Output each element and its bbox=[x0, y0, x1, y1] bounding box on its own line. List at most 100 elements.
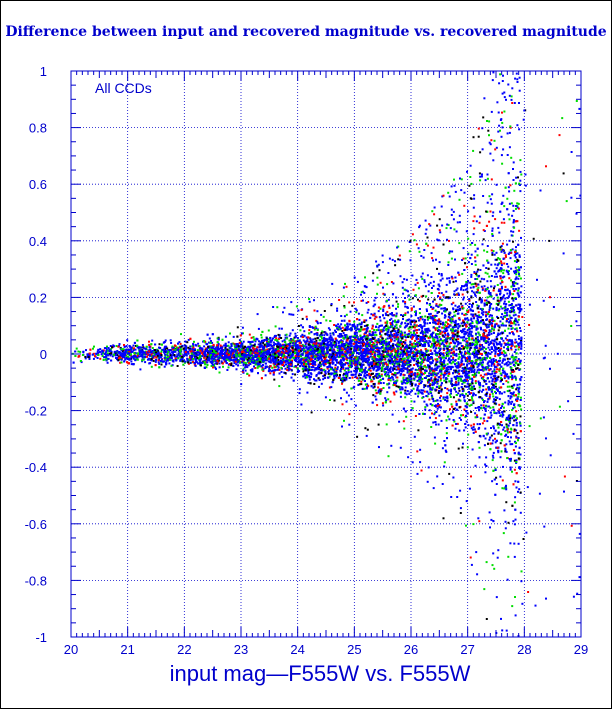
data-point bbox=[245, 356, 248, 359]
data-point bbox=[187, 346, 190, 349]
data-point bbox=[380, 360, 383, 363]
data-point bbox=[501, 413, 504, 416]
data-point bbox=[463, 370, 466, 372]
data-point bbox=[479, 269, 482, 271]
data-point bbox=[515, 429, 518, 432]
data-point bbox=[413, 378, 416, 381]
data-point bbox=[456, 422, 459, 425]
data-point bbox=[491, 322, 494, 325]
data-point bbox=[422, 396, 425, 398]
data-point bbox=[458, 335, 461, 338]
data-point bbox=[497, 332, 500, 335]
data-point bbox=[508, 357, 511, 360]
data-point bbox=[337, 323, 340, 326]
data-point bbox=[504, 289, 507, 292]
data-point bbox=[438, 339, 441, 342]
data-point bbox=[260, 348, 263, 351]
data-point bbox=[81, 354, 84, 356]
data-point bbox=[473, 355, 476, 358]
data-point bbox=[452, 307, 455, 310]
data-point bbox=[417, 392, 420, 395]
data-point bbox=[515, 271, 517, 274]
data-point bbox=[423, 358, 426, 361]
data-point bbox=[518, 274, 521, 277]
data-point bbox=[389, 377, 392, 380]
data-point bbox=[474, 260, 477, 263]
data-point bbox=[361, 336, 364, 339]
data-point bbox=[160, 350, 163, 353]
data-point bbox=[464, 426, 467, 429]
data-point bbox=[389, 366, 392, 369]
data-point bbox=[387, 371, 390, 374]
data-point bbox=[417, 337, 420, 340]
data-point bbox=[515, 436, 518, 439]
data-point bbox=[281, 361, 284, 364]
data-point bbox=[382, 377, 385, 380]
data-point bbox=[404, 322, 407, 325]
data-point bbox=[286, 365, 289, 368]
data-point bbox=[314, 379, 317, 382]
data-point bbox=[420, 365, 423, 368]
data-point bbox=[345, 326, 348, 328]
data-point bbox=[249, 358, 252, 361]
data-point bbox=[399, 339, 402, 342]
data-point bbox=[429, 333, 432, 336]
data-point bbox=[244, 369, 247, 372]
data-point bbox=[455, 340, 458, 343]
data-point bbox=[318, 366, 321, 369]
data-point bbox=[164, 350, 167, 353]
data-point bbox=[425, 308, 428, 311]
data-point bbox=[380, 343, 383, 345]
data-point bbox=[389, 367, 392, 370]
data-point bbox=[320, 363, 322, 366]
data-point bbox=[452, 356, 455, 359]
data-point bbox=[496, 378, 499, 381]
data-point bbox=[414, 329, 417, 332]
data-point bbox=[170, 364, 173, 367]
data-point bbox=[469, 325, 472, 327]
data-point bbox=[426, 379, 429, 382]
data-point bbox=[254, 367, 257, 369]
data-point bbox=[490, 358, 493, 361]
data-point bbox=[468, 338, 471, 341]
data-point bbox=[446, 363, 449, 366]
data-point bbox=[377, 368, 380, 371]
data-point bbox=[496, 343, 498, 346]
data-point bbox=[275, 334, 277, 337]
data-point bbox=[452, 396, 455, 399]
data-point bbox=[379, 382, 382, 385]
data-point bbox=[479, 369, 482, 371]
data-point bbox=[350, 356, 353, 359]
data-point bbox=[326, 344, 329, 347]
data-point bbox=[471, 385, 474, 388]
data-point bbox=[265, 345, 267, 348]
data-point bbox=[493, 328, 495, 331]
data-point bbox=[441, 326, 444, 329]
data-point bbox=[502, 353, 505, 356]
data-point bbox=[434, 358, 437, 361]
data-point bbox=[330, 336, 333, 339]
data-point bbox=[495, 359, 497, 362]
data-point bbox=[508, 389, 511, 392]
data-point bbox=[374, 360, 377, 363]
data-point bbox=[507, 295, 510, 298]
data-point bbox=[308, 378, 311, 381]
data-point bbox=[389, 312, 392, 315]
data-point bbox=[482, 375, 485, 378]
data-point bbox=[504, 434, 507, 437]
data-point bbox=[503, 346, 505, 349]
data-point bbox=[517, 176, 519, 179]
data-point bbox=[370, 313, 373, 316]
data-point bbox=[84, 355, 87, 358]
data-point bbox=[515, 261, 518, 263]
data-point bbox=[328, 375, 331, 378]
data-point bbox=[452, 328, 455, 331]
data-point bbox=[491, 370, 494, 373]
data-point bbox=[472, 313, 475, 316]
data-point bbox=[455, 366, 458, 369]
data-point bbox=[517, 335, 520, 338]
data-point bbox=[430, 369, 433, 372]
data-point bbox=[139, 355, 142, 358]
data-point bbox=[456, 308, 459, 311]
data-point bbox=[357, 312, 360, 315]
